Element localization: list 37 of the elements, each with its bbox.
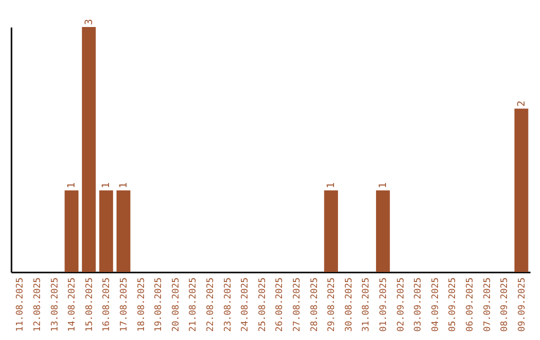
x-tick-label: 02.09.2025 (396, 278, 406, 332)
x-tick-label: 20.08.2025 (171, 278, 182, 332)
x-tick-label: 05.09.2025 (448, 278, 458, 332)
x-tick-label: 11.08.2025 (16, 278, 26, 332)
x-tick-label: 21.08.2025 (188, 278, 199, 332)
data-label: 3 (84, 18, 95, 25)
data-label: 1 (66, 182, 78, 188)
x-tick-label: 23.08.2025 (223, 278, 234, 332)
x-tick-label: 13.08.2025 (50, 278, 60, 332)
data-label: 1 (118, 182, 130, 188)
data-label: 1 (378, 182, 389, 188)
x-tick-label: 25.08.2025 (258, 278, 268, 332)
x-tick-label: 14.08.2025 (68, 278, 78, 332)
x-tick-label: 04.09.2025 (430, 278, 441, 332)
x-tick-label: 26.08.2025 (275, 278, 286, 332)
x-tick-label: 12.08.2025 (32, 278, 43, 332)
x-tick-label: 03.09.2025 (414, 278, 424, 332)
x-tick-label: 27.08.2025 (292, 278, 302, 332)
x-tick-label: 06.09.2025 (465, 278, 476, 332)
x-tick-label: 16.08.2025 (102, 278, 112, 332)
x-tick-label: 15.08.2025 (84, 278, 95, 332)
x-tick-label: 01.09.2025 (378, 278, 389, 332)
x-tick-label: 29.08.2025 (327, 278, 338, 332)
x-tick-label: 28.08.2025 (310, 278, 320, 332)
data-label: 2 (516, 100, 528, 107)
x-tick-label: 22.08.2025 (206, 278, 216, 332)
x-tick-label: 31.08.2025 (362, 278, 372, 332)
x-tick-label: 09.09.2025 (517, 278, 528, 332)
x-tick-label: 07.09.2025 (482, 278, 493, 332)
x-tick-label: 19.08.2025 (154, 278, 164, 332)
x-tick-label: 30.08.2025 (344, 278, 354, 332)
x-tick-label: 17.08.2025 (119, 278, 130, 332)
data-label: 1 (326, 182, 338, 188)
data-label: 1 (101, 182, 112, 188)
x-tick-label: 18.08.2025 (136, 278, 147, 332)
x-tick-label: 24.08.2025 (240, 278, 251, 332)
x-tick-label: 08.09.2025 (500, 278, 510, 332)
